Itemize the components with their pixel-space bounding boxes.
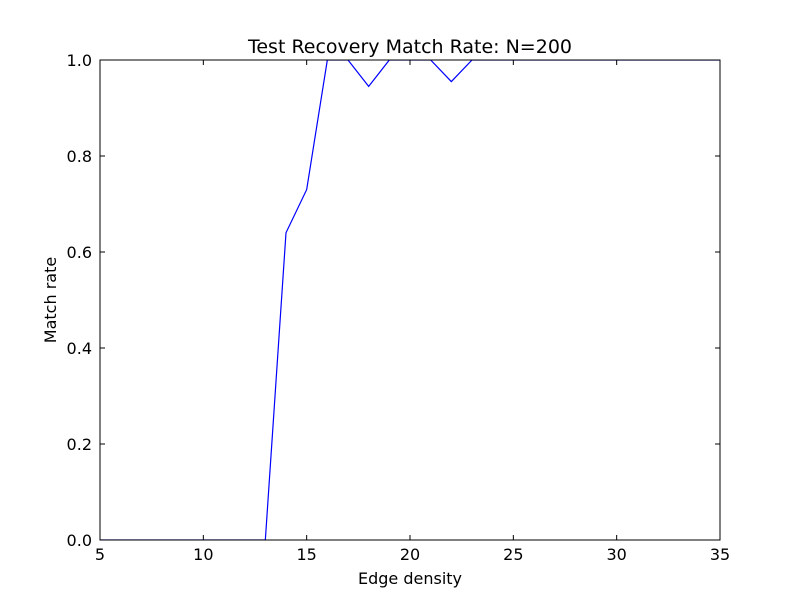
x-tick-label: 30 <box>606 545 626 564</box>
x-tick-label: 25 <box>503 545 523 564</box>
x-tick-label: 10 <box>193 545 213 564</box>
x-axis: 5 10 15 20 25 30 35 <box>95 60 730 564</box>
x-tick-label: 5 <box>95 545 105 564</box>
x-tick-label: 35 <box>710 545 730 564</box>
y-tick-label: 0.4 <box>67 339 92 358</box>
series-layer <box>100 60 720 540</box>
y-axis: 0.0 0.2 0.4 0.6 0.8 1.0 <box>67 51 720 550</box>
y-tick-label: 0.0 <box>67 531 92 550</box>
y-tick-label: 0.6 <box>67 243 92 262</box>
x-axis-label: Edge density <box>358 569 462 588</box>
plot-frame <box>99 59 721 541</box>
x-tick-label: 15 <box>296 545 316 564</box>
y-tick-label: 0.8 <box>67 147 92 166</box>
x-tick-label: 20 <box>400 545 420 564</box>
chart-title: Test Recovery Match Rate: N=200 <box>247 36 572 58</box>
y-tick-label: 0.2 <box>67 435 92 454</box>
y-axis-label: Match rate <box>41 257 60 343</box>
y-tick-label: 1.0 <box>67 51 92 70</box>
series-line <box>100 60 720 540</box>
